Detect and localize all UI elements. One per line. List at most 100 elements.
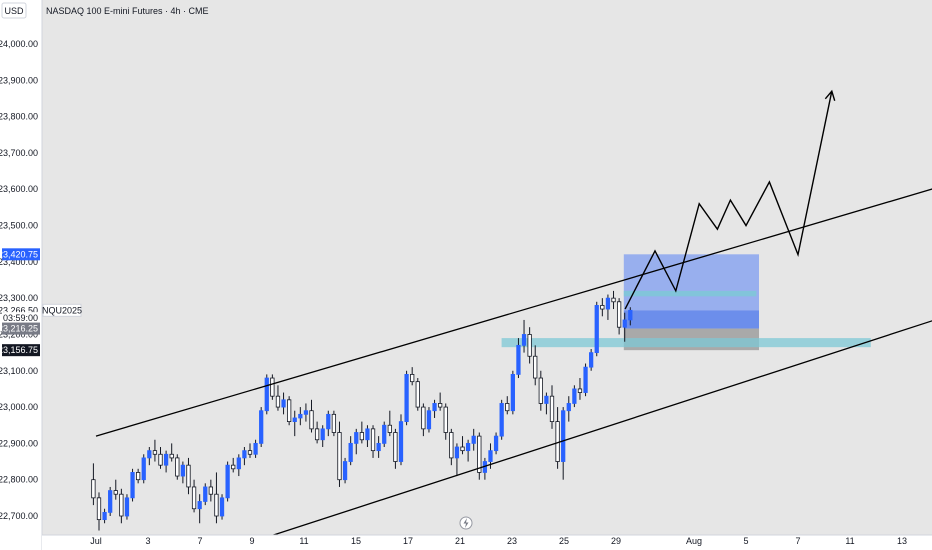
x-tick-label: 5 <box>743 536 748 546</box>
resistance-band[interactable] <box>623 290 757 297</box>
candle <box>616 298 622 335</box>
candle-body-down <box>387 424 392 433</box>
candle-body-down <box>600 305 605 310</box>
candle-body-down <box>331 413 337 433</box>
x-tick-label: Jul <box>90 536 102 546</box>
candle <box>152 439 158 462</box>
projection-path[interactable] <box>624 91 833 310</box>
candle-body-up <box>465 442 471 452</box>
candle <box>259 407 264 448</box>
candle <box>594 301 599 357</box>
candle <box>477 432 482 480</box>
candle-body-down <box>247 450 253 455</box>
candle <box>292 410 297 437</box>
price-label: 23,156.75 <box>0 344 40 357</box>
candle <box>460 436 465 455</box>
candle <box>337 421 342 487</box>
currency-box[interactable] <box>1 2 27 19</box>
candle-body-down <box>136 472 141 481</box>
candle <box>275 385 281 411</box>
x-tick-label: 11 <box>845 536 854 546</box>
lightning-icon[interactable] <box>459 516 473 530</box>
candle-body-down <box>231 464 236 470</box>
price-label-text: 03:59:00 <box>3 313 38 323</box>
candle-body-up <box>605 297 611 310</box>
y-tick-label: 23,500.00 <box>0 221 38 231</box>
candle <box>354 428 359 455</box>
candle-body-up <box>544 395 549 404</box>
candle <box>314 421 320 444</box>
candle-body-up <box>566 403 571 412</box>
candle <box>219 494 225 520</box>
candle <box>130 468 135 502</box>
mid-zone[interactable] <box>623 310 759 329</box>
candle <box>549 385 555 429</box>
candle <box>208 479 213 502</box>
x-axis-panel[interactable] <box>42 535 932 550</box>
candle-body-up <box>376 442 381 452</box>
y-tick-label: 23,000.00 <box>0 402 38 412</box>
candle <box>231 457 236 473</box>
candle-body-down <box>158 453 163 466</box>
x-axis-ticks: Jul 3 7 9 11 15 17 21 23 25 29 Aug 5 7 11 13 <box>90 536 907 546</box>
candle <box>628 307 633 326</box>
candle-body-up <box>108 490 113 513</box>
x-tick-label: 29 <box>611 536 621 546</box>
candle-body-up <box>348 442 353 462</box>
candle <box>622 312 627 342</box>
price-label-text: 23,156.75 <box>0 345 38 355</box>
candle <box>309 399 314 433</box>
candle <box>370 425 376 458</box>
support-band[interactable] <box>501 338 871 348</box>
candle <box>605 294 611 320</box>
candle-body-up <box>203 486 208 502</box>
target-zone[interactable] <box>623 254 759 311</box>
candle-body-down <box>477 435 482 473</box>
candle-body-down <box>169 453 174 459</box>
chart-title: NASDAQ 100 E-mini Futures · 4h · CME <box>46 6 209 16</box>
y-tick-label: 22,800.00 <box>0 475 38 485</box>
candle-body-up <box>219 497 225 517</box>
x-tick-label: 23 <box>507 536 517 546</box>
candle-body-up <box>180 464 186 477</box>
candle <box>163 450 169 473</box>
candle <box>432 399 437 418</box>
y-axis-panel[interactable] <box>0 0 42 550</box>
x-tick-label: Aug <box>686 536 702 546</box>
candle-body-up <box>163 453 169 466</box>
candle-body-up <box>264 377 269 412</box>
candle <box>376 436 381 458</box>
candle-body-down <box>208 486 213 495</box>
candle <box>158 447 163 469</box>
candle <box>521 319 527 353</box>
candle-body-up <box>572 388 577 404</box>
channel-upper-line[interactable] <box>95 106 932 437</box>
candle <box>270 374 275 400</box>
candle <box>287 396 292 426</box>
currency-label: USD <box>4 6 24 16</box>
x-tick-label: 17 <box>403 536 413 546</box>
x-tick-label: 7 <box>197 536 202 546</box>
symbol-label-text: NQU2025 <box>42 305 82 315</box>
candle-body-down <box>438 403 443 408</box>
candle-body-down <box>533 355 538 379</box>
candle <box>505 396 510 415</box>
candle <box>415 378 420 411</box>
candle-body-up <box>354 432 359 444</box>
candle-body-up <box>298 413 303 419</box>
x-tick-label: 3 <box>145 536 150 546</box>
candle <box>331 410 337 437</box>
candle <box>175 454 180 480</box>
candle <box>342 457 348 484</box>
candle <box>108 486 113 516</box>
candle-body-down <box>577 388 583 393</box>
candle <box>533 345 538 386</box>
candle <box>96 492 102 531</box>
candle <box>141 454 146 484</box>
x-tick-label: 21 <box>455 536 465 546</box>
plot-area[interactable] <box>42 0 932 535</box>
channel-lower-line[interactable] <box>264 229 932 539</box>
candle <box>382 421 387 448</box>
price-label-text: 23,266.50 <box>0 305 38 315</box>
